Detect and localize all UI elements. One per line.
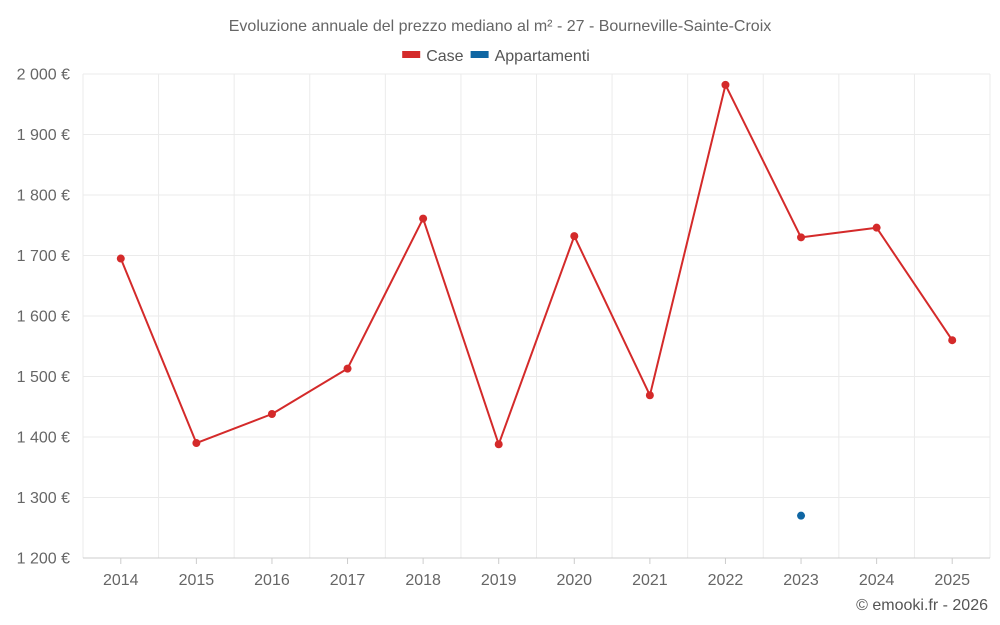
credit: © emooki.fr - 2026 [856, 597, 988, 614]
y-tick-label: 1 600 € [17, 309, 70, 326]
x-tick-label: 2014 [103, 572, 139, 589]
y-tick-label: 1 700 € [17, 248, 70, 265]
grid [82, 73, 991, 559]
data-point-appartamenti [797, 511, 806, 520]
x-tick-label: 2022 [708, 572, 744, 589]
x-tick-label: 2021 [632, 572, 668, 589]
y-tick-label: 2 000 € [17, 67, 70, 84]
series-layer [116, 80, 957, 520]
chart-title: Evoluzione annuale del prezzo mediano al… [229, 18, 772, 35]
data-point-case [267, 410, 276, 419]
x-tick-label: 2023 [783, 572, 819, 589]
legend-swatch-appartamenti [470, 51, 489, 58]
x-tick-label: 2015 [179, 572, 215, 589]
data-point-case [343, 364, 352, 373]
legend-swatch-case [402, 51, 421, 58]
x-tick-label: 2024 [859, 572, 895, 589]
y-tick-label: 1 400 € [17, 430, 70, 447]
data-point-case [645, 391, 654, 400]
data-point-case [419, 214, 428, 223]
data-point-case [116, 254, 125, 263]
data-point-case [192, 439, 201, 448]
series-line-case [119, 83, 954, 446]
data-point-case [872, 223, 881, 232]
x-axis: 2014 2015 2016 2017 2018 2019 2020 2021 2022 2023… [83, 557, 990, 589]
y-tick-label: 1 200 € [17, 551, 70, 568]
y-tick-label: 1 900 € [17, 127, 70, 144]
data-point-case [494, 440, 503, 449]
x-tick-label: 2025 [934, 572, 970, 589]
x-tick-label: 2019 [481, 572, 517, 589]
legend-label-appartamenti: Appartamenti [495, 48, 590, 65]
legend-label-case: Case [426, 48, 463, 65]
y-tick-label: 1 500 € [17, 369, 70, 386]
data-point-case [948, 336, 957, 345]
data-point-case [797, 233, 806, 242]
data-point-case [721, 80, 730, 89]
legend: Case Appartamenti [402, 48, 590, 65]
x-tick-label: 2018 [405, 572, 441, 589]
x-tick-label: 2017 [330, 572, 366, 589]
x-tick-label: 2016 [254, 572, 290, 589]
data-point-case [570, 232, 579, 241]
y-tick-label: 1 300 € [17, 490, 70, 507]
y-tick-label: 1 800 € [17, 188, 70, 205]
x-tick-label: 2020 [556, 572, 592, 589]
y-axis: 1 200 € 1 300 € 1 400 € 1 500 € 1 600 € 1 700… [17, 67, 70, 568]
